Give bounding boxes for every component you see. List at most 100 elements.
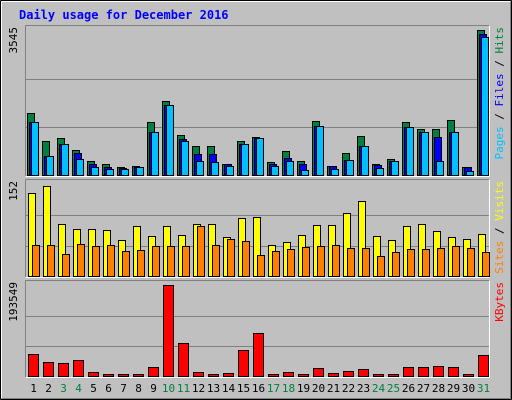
x-tick-label: 18 bbox=[282, 382, 295, 395]
bar-pages bbox=[226, 166, 234, 176]
bar-pages bbox=[211, 162, 219, 176]
x-tick-label: 6 bbox=[105, 382, 112, 395]
bar-kbytes bbox=[463, 374, 474, 377]
y-max-label: 152 bbox=[7, 181, 20, 201]
bar-kbytes bbox=[193, 372, 204, 377]
bar-sites bbox=[302, 247, 310, 277]
x-tick-label: 14 bbox=[222, 382, 236, 395]
bar-kbytes bbox=[28, 354, 39, 377]
bar-pages bbox=[376, 168, 384, 176]
bar-kbytes bbox=[298, 374, 309, 377]
bar-kbytes bbox=[343, 371, 354, 377]
legend-item: Pages bbox=[493, 126, 506, 159]
bar-pages bbox=[421, 132, 429, 176]
legend-item: KBytes bbox=[493, 282, 506, 322]
bar-pages bbox=[106, 169, 114, 176]
bar-pages bbox=[301, 170, 309, 176]
panel-hits-files-pages: 3545 Pages / Files / Hits bbox=[7, 25, 506, 177]
bar-pages bbox=[346, 160, 354, 176]
bar-pages bbox=[286, 161, 294, 176]
legend-separator: / bbox=[493, 54, 506, 74]
legend-item: Sites bbox=[493, 241, 506, 274]
x-tick-label: 11 bbox=[177, 382, 190, 395]
bar-sites bbox=[452, 246, 460, 277]
bar-sites bbox=[77, 244, 85, 277]
bar-pages bbox=[121, 169, 129, 176]
bar-kbytes bbox=[163, 285, 174, 377]
bar-sites bbox=[272, 251, 280, 277]
legend-item: Hits bbox=[493, 27, 506, 54]
bar-pages bbox=[196, 161, 204, 176]
bar-kbytes bbox=[238, 350, 249, 377]
bar-kbytes bbox=[148, 367, 159, 377]
bar-sites bbox=[152, 246, 160, 277]
x-tick-label: 17 bbox=[267, 382, 280, 395]
x-tick-label: 3 bbox=[60, 382, 67, 395]
bar-sites bbox=[257, 255, 265, 277]
legend-item: Files bbox=[493, 73, 506, 106]
bar-pages bbox=[316, 126, 324, 176]
x-tick-label: 31 bbox=[477, 382, 490, 395]
bar-sites bbox=[197, 226, 205, 277]
x-tick-label: 19 bbox=[297, 382, 310, 395]
bar-pages bbox=[136, 167, 144, 176]
bar-sites bbox=[407, 249, 415, 277]
x-tick-label: 13 bbox=[207, 382, 220, 395]
bar-sites bbox=[62, 254, 70, 277]
bar-kbytes bbox=[433, 366, 444, 377]
panel-visits-sites: 152 Sites / Visits bbox=[7, 179, 506, 278]
x-tick-label: 20 bbox=[312, 382, 325, 395]
x-axis-labels: 1 2 3 4 5 6 7 8 9 10 11 12 13 14 15 16 17 18 19 20 21 22 23 24 2… bbox=[30, 382, 490, 395]
bar-kbytes bbox=[313, 368, 324, 377]
x-tick-label: 22 bbox=[342, 382, 355, 395]
bar-sites bbox=[182, 246, 190, 277]
bar-pages bbox=[331, 169, 339, 176]
bar-sites bbox=[467, 248, 475, 277]
bar-kbytes bbox=[268, 374, 279, 377]
bar-pages bbox=[91, 167, 99, 176]
legend: Pages / Files / Hits bbox=[493, 27, 506, 160]
bar-pages bbox=[151, 132, 159, 176]
panels-layer: 3545 Pages / Files / Hits 152 Sites / Visit… bbox=[7, 25, 506, 378]
bar-kbytes bbox=[373, 374, 384, 377]
bar-sites bbox=[287, 249, 295, 277]
x-tick-label: 28 bbox=[432, 382, 445, 395]
bar-pages bbox=[241, 144, 249, 176]
bar-sites bbox=[122, 251, 130, 277]
bar-kbytes bbox=[103, 374, 114, 377]
bar-pages bbox=[451, 132, 459, 176]
legend: Sites / Visits bbox=[493, 181, 506, 274]
bar-sites bbox=[227, 239, 235, 277]
bar-pages bbox=[256, 138, 264, 176]
legend-separator: / bbox=[493, 107, 506, 127]
bar-pages bbox=[391, 161, 399, 176]
x-tick-label: 7 bbox=[120, 382, 127, 395]
bar-sites bbox=[107, 245, 115, 277]
x-tick-label: 2 bbox=[45, 382, 52, 395]
bar-kbytes bbox=[43, 362, 54, 377]
x-tick-label: 10 bbox=[162, 382, 175, 395]
bar-kbytes bbox=[73, 360, 84, 377]
bar-kbytes bbox=[88, 372, 99, 377]
bar-sites bbox=[422, 249, 430, 277]
bar-kbytes bbox=[133, 374, 144, 377]
x-tick-label: 24 bbox=[372, 382, 386, 395]
bar-kbytes bbox=[418, 367, 429, 377]
bar-sites bbox=[212, 245, 220, 277]
bar-sites bbox=[92, 246, 100, 277]
bar-kbytes bbox=[358, 369, 369, 377]
x-tick-label: 27 bbox=[417, 382, 430, 395]
bar-pages bbox=[166, 105, 174, 176]
x-tick-label: 15 bbox=[237, 382, 250, 395]
bar-kbytes bbox=[118, 374, 129, 377]
chart-title: Daily usage for December 2016 bbox=[19, 8, 229, 22]
bar-pages bbox=[181, 141, 189, 176]
bar-sites bbox=[137, 250, 145, 277]
bar-kbytes bbox=[58, 363, 69, 377]
bar-pages bbox=[76, 159, 84, 176]
panel-kbytes: 193549 KBytes bbox=[7, 280, 506, 378]
bar-sites bbox=[47, 245, 55, 277]
x-tick-label: 4 bbox=[75, 382, 82, 395]
legend-separator: / bbox=[493, 221, 506, 241]
y-max-label: 193549 bbox=[7, 282, 20, 322]
